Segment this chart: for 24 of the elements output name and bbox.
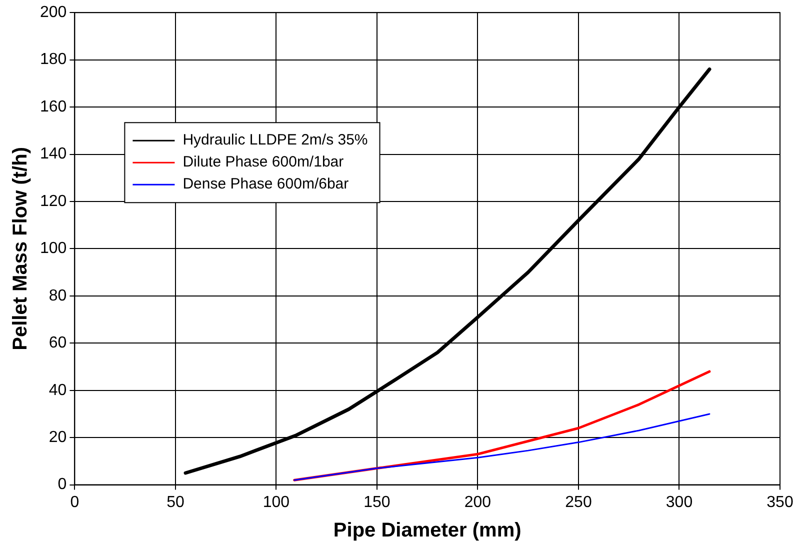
x-tick-label: 200 [464,494,492,511]
y-tick-label: 160 [40,98,67,116]
y-tick-label: 40 [48,382,67,399]
y-tick-label: 200 [40,4,67,22]
x-tick-label: 300 [666,494,693,511]
legend-label: Dilute Phase 600m/1bar [182,154,344,171]
y-tick-label: 20 [48,428,67,446]
x-tick-label: 100 [262,494,290,511]
y-axis-title: Pellet Mass Flow (t/h) [10,147,32,350]
y-tick-label: 80 [48,287,67,304]
x-tick-label: 0 [70,494,80,511]
legend-label: Hydraulic LLDPE 2m/s 35% [182,132,368,149]
y-tick-label: 60 [48,334,67,352]
y-tick-label: 0 [58,476,67,494]
x-axis-title: Pipe Diameter (mm) [333,520,522,542]
x-tick-label: 350 [766,494,794,511]
x-tick-label: 150 [364,494,390,511]
y-tick-label: 100 [40,240,67,258]
x-tick-label: 50 [166,494,184,511]
y-tick-label: 180 [40,51,67,68]
x-tick-label: 250 [565,494,592,511]
legend-label: Dense Phase 600m/6bar [182,176,349,193]
y-tick-label: 140 [40,146,67,163]
y-tick-label: 120 [40,192,67,210]
